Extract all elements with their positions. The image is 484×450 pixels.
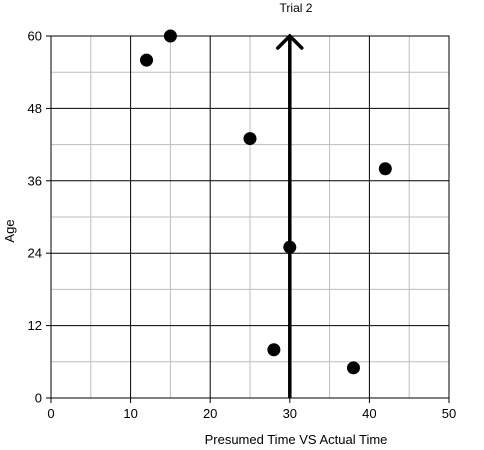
chart-title: Trial 2 [280,1,313,15]
x-tick-label: 20 [203,406,217,421]
x-tick-label: 50 [442,406,456,421]
y-tick-label: 24 [28,246,42,261]
x-axis-ticks: 0 10 20 30 40 50 [47,398,456,421]
y-axis-title: Age [2,219,17,242]
y-tick-label: 12 [28,318,42,333]
data-point [243,132,257,146]
x-tick-label: 30 [283,406,297,421]
data-point [140,53,154,67]
annotation-layer [276,33,304,398]
y-axis-ticks: 0 12 24 36 48 60 [28,29,51,406]
arrow-head [276,33,304,50]
data-point [346,361,360,375]
points-layer [140,29,392,375]
y-tick-label: 36 [28,173,42,188]
data-point [283,240,297,254]
x-tick-label: 10 [123,406,137,421]
data-point [163,29,177,43]
y-tick-label: 48 [28,101,42,116]
data-point [267,343,281,357]
x-tick-label: 0 [47,406,54,421]
y-tick-label: 0 [35,391,42,406]
data-point [378,162,392,176]
plot-frame [50,35,450,399]
y-tick-label: 60 [28,29,42,44]
x-tick-label: 40 [362,406,376,421]
x-axis-title: Presumed Time VS Actual Time [205,432,388,447]
